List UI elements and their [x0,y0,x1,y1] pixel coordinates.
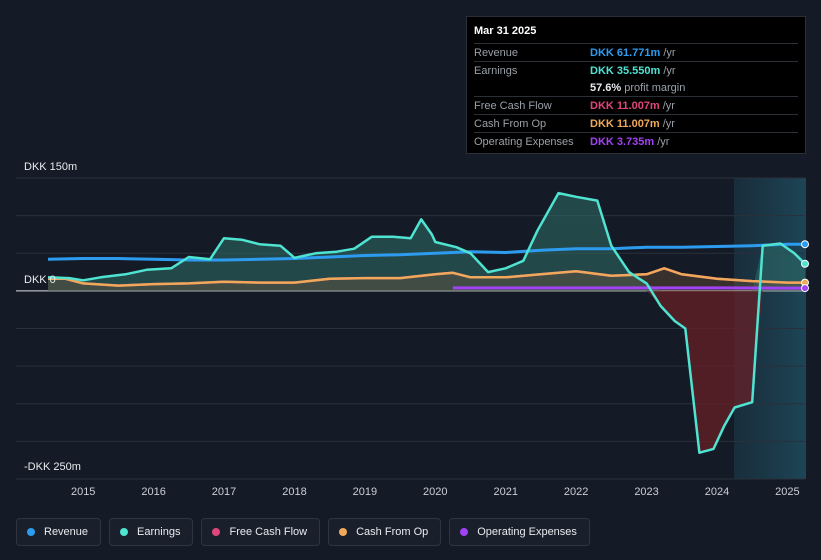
tooltip-rows: Revenue DKK 61.771m/yr Earnings DKK 35.550m… [474,43,798,150]
legend: Revenue Earnings Free Cash Flow Cash From O… [16,518,590,546]
legend-dot-icon [460,528,469,536]
tooltip-row-unit: profit margin [624,81,686,94]
legend-dot-icon [27,528,35,536]
y-axis-zero-label: DKK 0 [24,274,56,286]
legend-item-earnings[interactable]: Earnings [109,518,194,546]
x-tick-label: 2015 [71,486,95,498]
legend-item-cash-from-op[interactable]: Cash From Op [328,518,442,546]
x-tick-label: 2022 [564,486,588,498]
tooltip-row-unit: /yr [657,135,670,148]
chart-canvas: DKK 150m DKK 0 -DKK 250m 2015 2016 2017 201… [16,161,809,498]
series-end-markers [801,240,809,293]
tooltip-row-unit: /yr [663,64,676,77]
x-tick-label: 2017 [212,486,236,498]
x-tick-label: 2018 [282,486,306,498]
revenue-line [47,242,805,262]
tooltip-row: Earnings DKK 35.550m/yr [474,61,798,79]
tooltip-row-value: 57.6% [590,81,622,94]
tooltip-date: Mar 31 2025 [474,25,537,37]
earnings-line [47,191,806,454]
x-tick-label: 2023 [634,486,658,498]
earnings-end-marker [801,259,809,268]
x-tick-label: 2020 [423,486,447,498]
tooltip-row: Revenue DKK 61.771m/yr [474,43,798,61]
tooltip-row: 57.6% profit margin [474,79,798,96]
x-tick-label: 2016 [141,486,165,498]
y-axis-bottom-label: -DKK 250m [24,461,81,473]
tooltip-row-value: DKK 61.771m [590,46,661,59]
legend-dot-icon [212,528,221,536]
legend-dot-icon [120,528,129,536]
tooltip-row-unit: /yr [662,99,675,112]
legend-item-revenue[interactable]: Revenue [16,518,102,546]
tooltip-panel: Mar 31 2025 Revenue DKK 61.771m/yr Earning… [466,16,806,154]
x-tick-label: 2019 [353,486,377,498]
tooltip-row-label: Operating Expenses [474,135,574,148]
cash-from-op-line [48,267,805,287]
earnings-positive-area [48,193,805,291]
tooltip-row-value: DKK 35.550m [590,64,661,77]
legend-label: Revenue [44,526,89,538]
series-lines [47,191,806,454]
x-tick-label: 2021 [493,486,517,498]
tooltip-row-label: Earnings [474,64,518,77]
legend-label: Operating Expenses [477,526,577,538]
tooltip-row: Free Cash Flow DKK 11.007m/yr [474,96,798,114]
tooltip-row: Cash From Op DKK 11.007m/yr [474,114,798,132]
legend-item-operating-expenses[interactable]: Operating Expenses [449,518,590,546]
tooltip-row: Operating Expenses DKK 3.735m/yr [474,132,798,150]
operating-expenses-end-marker [801,284,809,293]
legend-label: Free Cash Flow [229,526,308,538]
legend-dot-icon [339,528,348,536]
y-axis-top-label: DKK 150m [24,161,77,173]
legend-item-free-cash-flow[interactable]: Free Cash Flow [201,518,321,546]
x-tick-label: 2024 [705,486,729,498]
legend-label: Cash From Op [356,526,429,538]
tooltip-row-label: Cash From Op [474,117,547,130]
tooltip-row-label: Free Cash Flow [474,99,552,112]
tooltip-row-value: DKK 11.007m [590,99,660,112]
tooltip-row-unit: /yr [662,117,675,130]
earnings-negative-area [48,290,805,453]
tooltip-row-value: DKK 11.007m [590,117,660,130]
legend-label: Earnings [137,526,181,538]
x-axis-ticks: 2015 2016 2017 2018 2019 2020 2021 2022 2023 2024… [71,486,800,498]
revenue-end-marker [801,240,809,249]
x-tick-label: 2025 [775,486,799,498]
tooltip-row-label: Revenue [474,46,519,59]
series-areas [48,193,805,453]
tooltip-row-value: DKK 3.735m [590,135,655,148]
tooltip-row-unit: /yr [663,46,676,59]
cash-from-op-area [48,268,805,291]
